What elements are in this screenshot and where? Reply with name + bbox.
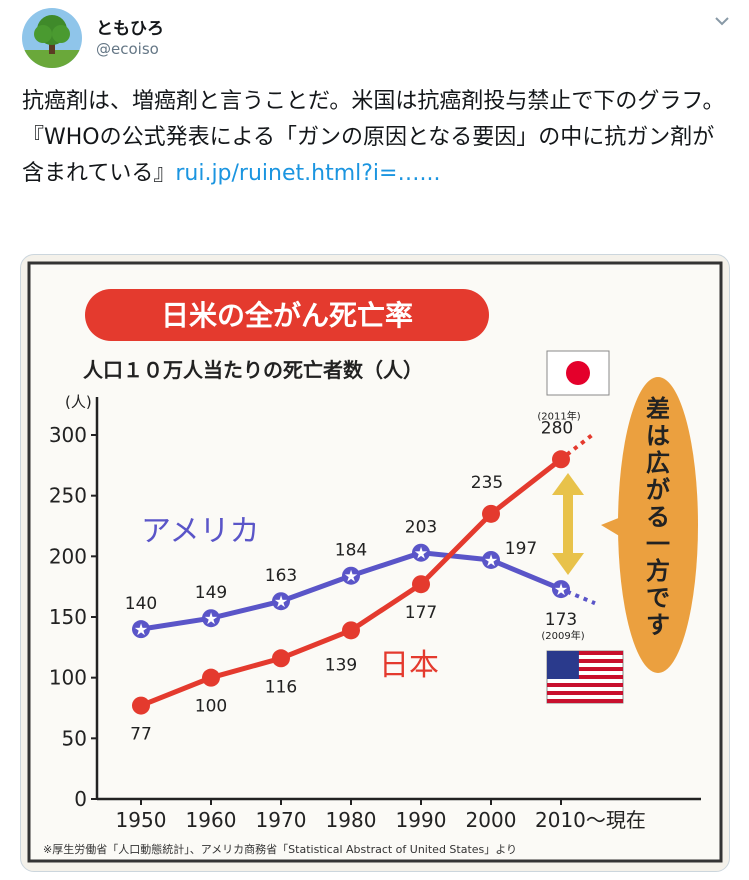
data-point-star: ★ <box>414 544 428 563</box>
data-point-star: ★ <box>554 580 568 599</box>
x-tick-label: 1970 <box>256 808 307 832</box>
tree-avatar-icon <box>22 8 82 68</box>
x-tick-label: 1980 <box>326 808 377 832</box>
data-label: 177 <box>405 603 437 623</box>
data-label: 140 <box>125 594 157 614</box>
data-point <box>412 575 430 594</box>
usa-flag-stripe <box>547 683 623 687</box>
data-point <box>552 580 570 599</box>
chart-title: 日米の全がん死亡率 <box>161 299 413 332</box>
x-tick-label: 2010〜現在 <box>535 808 646 832</box>
user-handle[interactable]: @ecoiso <box>96 40 159 58</box>
data-point <box>412 543 430 562</box>
data-point <box>272 592 290 611</box>
data-point <box>202 609 220 628</box>
data-label: 235 <box>471 473 503 493</box>
chart-title-pill <box>85 289 489 341</box>
data-label: 197 <box>505 539 537 559</box>
chevron-down-icon[interactable] <box>711 10 733 32</box>
data-point <box>342 621 360 640</box>
x-tick-label: 2000 <box>466 808 517 832</box>
data-point <box>132 696 150 715</box>
gap-callout-text: 方 <box>646 557 670 585</box>
data-point-star: ★ <box>484 551 498 570</box>
usa-flag-stripe <box>547 691 623 695</box>
data-label: 203 <box>405 518 437 538</box>
usa-flag-stripe <box>547 659 623 663</box>
data-point <box>482 504 500 523</box>
usa-flag-stripe <box>547 651 623 655</box>
data-point <box>552 450 570 469</box>
gap-callout-text: 広 <box>646 449 670 477</box>
gap-arrow-head-up <box>552 473 584 495</box>
data-label: 184 <box>335 541 367 561</box>
data-point <box>272 649 290 668</box>
data-label: 173 <box>545 610 577 630</box>
usa-flag-canton <box>547 651 579 679</box>
chart-frame <box>27 261 723 863</box>
series-label-usa: アメリカ <box>141 514 260 549</box>
gap-callout-pointer <box>601 517 621 537</box>
data-label: 116 <box>265 677 297 697</box>
data-label: 100 <box>195 697 227 717</box>
data-point-star: ★ <box>134 620 148 639</box>
tweet-text: 抗癌剤は、増癌剤と言うことだ。米国は抗癌剤投与禁止で下のグラフ。『WHOの公式発… <box>22 84 732 192</box>
y-tick-label: 0 <box>74 787 87 811</box>
gap-arrow-shaft <box>563 493 573 555</box>
series-projection <box>565 431 597 457</box>
gap-callout-text: 差 <box>646 395 670 423</box>
x-tick-label: 1950 <box>116 808 167 832</box>
tweet-media[interactable]: 日米の全がん死亡率人口１０万人当たりの死亡者数（人） (人) 0 50 100 150 20… <box>20 254 730 872</box>
y-tick-label: 200 <box>49 544 87 568</box>
data-label: 149 <box>195 583 227 603</box>
us-year-note: (2009年) <box>541 629 584 642</box>
data-point <box>342 566 360 585</box>
gap-callout-bubble <box>618 377 698 673</box>
usa-flag-stripe <box>547 699 623 703</box>
data-point <box>132 620 150 639</box>
avatar[interactable] <box>22 8 82 68</box>
gap-callout-text: 一 <box>646 530 670 558</box>
tweet-link[interactable]: rui.jp/ruinet.html?i=…... <box>175 161 441 186</box>
data-label: 139 <box>325 655 357 675</box>
usa-flag-stripe <box>547 667 623 671</box>
gap-callout-text: る <box>646 503 670 531</box>
usa-flag-stripe <box>547 675 623 679</box>
data-point-star: ★ <box>204 609 218 628</box>
gap-callout-text: す <box>646 611 670 639</box>
gap-callout-text: で <box>646 584 670 612</box>
gap-callout-text: は <box>646 422 670 450</box>
data-label: 77 <box>130 725 152 745</box>
y-axis-unit: (人) <box>65 393 92 411</box>
x-tick-label: 1960 <box>186 808 237 832</box>
y-tick-label: 300 <box>49 423 87 447</box>
y-tick-label: 250 <box>49 484 87 508</box>
data-point <box>202 668 220 687</box>
data-point-star: ★ <box>274 592 288 611</box>
data-point-star: ★ <box>344 567 358 586</box>
y-tick-label: 100 <box>49 666 87 690</box>
y-tick-label: 150 <box>49 605 87 629</box>
japan-year-note: (2011年) <box>537 409 580 422</box>
japan-flag-sun <box>566 361 590 385</box>
series-label-japan: 日本 <box>379 648 439 683</box>
tweet-body: 抗癌剤は、増癌剤と言うことだ。米国は抗癌剤投与禁止で下のグラフ。『WHOの公式発… <box>22 89 725 186</box>
source-note: ※厚生労働省「人口動態統計」、アメリカ商務省「Statistical Abstr… <box>43 842 517 856</box>
data-point <box>482 550 500 569</box>
gap-arrow-head-down <box>552 553 584 575</box>
x-tick-label: 1990 <box>396 808 447 832</box>
chart-subtitle: 人口１０万人当たりの死亡者数（人） <box>83 358 423 382</box>
gap-callout-text: が <box>646 476 670 504</box>
data-label: 280 <box>541 418 573 438</box>
data-label: 163 <box>265 566 297 586</box>
display-name[interactable]: ともひろ <box>96 19 164 39</box>
y-tick-label: 50 <box>62 726 87 750</box>
